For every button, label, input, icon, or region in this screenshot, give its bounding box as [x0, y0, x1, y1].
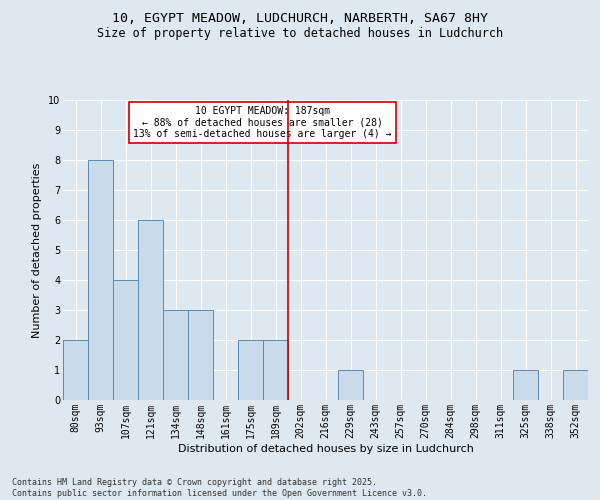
X-axis label: Distribution of detached houses by size in Ludchurch: Distribution of detached houses by size …: [178, 444, 473, 454]
Bar: [338, 370, 363, 400]
Bar: [63, 340, 88, 400]
Bar: [263, 340, 288, 400]
Bar: [563, 370, 588, 400]
Text: 10, EGYPT MEADOW, LUDCHURCH, NARBERTH, SA67 8HY: 10, EGYPT MEADOW, LUDCHURCH, NARBERTH, S…: [112, 12, 488, 26]
Bar: [163, 310, 188, 400]
Bar: [513, 370, 538, 400]
Text: Size of property relative to detached houses in Ludchurch: Size of property relative to detached ho…: [97, 28, 503, 40]
Text: 10 EGYPT MEADOW: 187sqm
← 88% of detached houses are smaller (28)
13% of semi-de: 10 EGYPT MEADOW: 187sqm ← 88% of detache…: [133, 106, 392, 139]
Text: Contains HM Land Registry data © Crown copyright and database right 2025.
Contai: Contains HM Land Registry data © Crown c…: [12, 478, 427, 498]
Bar: [188, 310, 213, 400]
Y-axis label: Number of detached properties: Number of detached properties: [32, 162, 43, 338]
Bar: [113, 280, 138, 400]
Bar: [138, 220, 163, 400]
Bar: [88, 160, 113, 400]
Bar: [238, 340, 263, 400]
